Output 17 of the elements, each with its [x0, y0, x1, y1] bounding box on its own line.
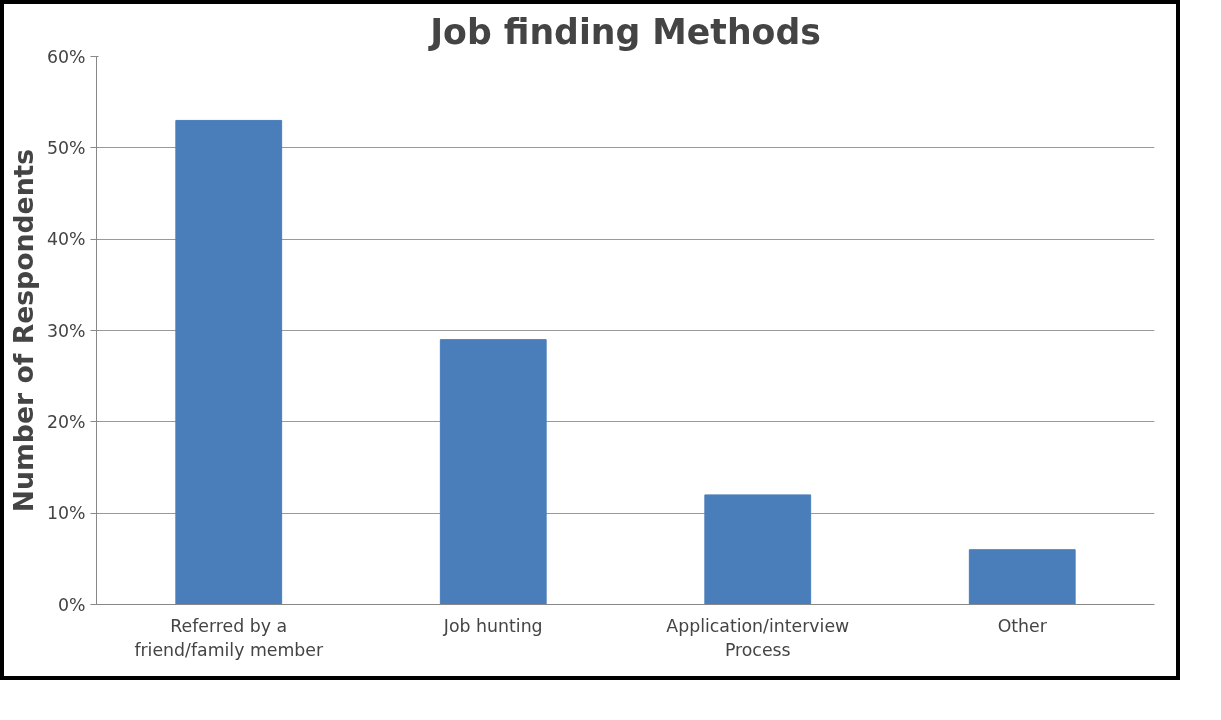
y-tick-label: 60% [46, 46, 86, 67]
y-tick-label: 10% [46, 503, 86, 524]
x-tick-label: Job hunting [442, 615, 543, 636]
x-tick-label: Application/interview Process [666, 615, 850, 660]
bar [439, 339, 547, 605]
y-tick-label: 20% [46, 411, 86, 432]
bar [175, 119, 283, 605]
y-tick-label: 40% [46, 229, 86, 250]
y-axis-title: Number of Respondents [7, 148, 39, 513]
bar [968, 549, 1076, 605]
chart-title: Job finding Methods [428, 11, 821, 52]
x-tick-label: Referred by a friend/family member [134, 615, 324, 660]
y-tick-label: 50% [46, 137, 86, 158]
y-tick-label: 0% [58, 594, 86, 615]
bar [704, 494, 812, 605]
x-tick-label: Other [997, 615, 1048, 636]
y-tick-label: 30% [46, 320, 86, 341]
